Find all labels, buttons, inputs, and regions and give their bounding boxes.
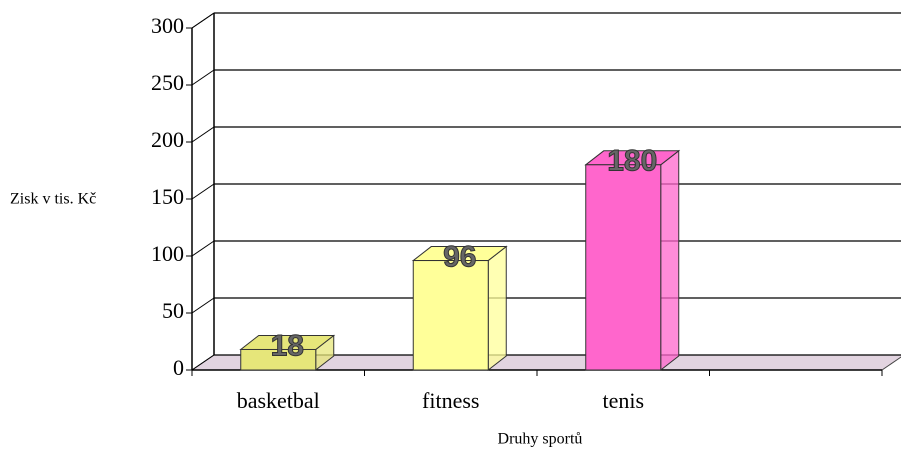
data-label: 18 bbox=[271, 329, 304, 362]
y-tick-label: 200 bbox=[151, 127, 184, 152]
y-tick-label: 50 bbox=[162, 298, 184, 323]
y-tick-label: 250 bbox=[151, 70, 184, 95]
x-tick-label: fitness bbox=[422, 388, 479, 413]
bar bbox=[412, 260, 489, 371]
x-tick-label: tenis bbox=[602, 388, 644, 413]
bar-side bbox=[660, 149, 680, 372]
y-tick-label: 300 bbox=[151, 13, 184, 38]
y-tick-label: 150 bbox=[151, 184, 184, 209]
bar-side bbox=[487, 245, 507, 372]
data-label: 180 bbox=[607, 145, 657, 178]
bar bbox=[585, 164, 662, 371]
grid-line bbox=[191, 126, 215, 143]
x-tick-label: basketbal bbox=[237, 388, 320, 413]
grid-line bbox=[191, 354, 215, 371]
data-label: 96 bbox=[443, 240, 476, 273]
grid-line bbox=[191, 12, 215, 29]
grid-line bbox=[191, 183, 215, 200]
grid-line bbox=[191, 297, 215, 314]
y-tick-label: 100 bbox=[151, 241, 184, 266]
bar bbox=[240, 348, 317, 371]
grid-line bbox=[191, 69, 215, 86]
grid-line bbox=[191, 240, 215, 257]
y-axis-label: Zisk v tis. Kč bbox=[10, 191, 96, 208]
x-axis-label: Druhy sportů bbox=[498, 431, 583, 448]
y-tick-label: 0 bbox=[173, 355, 184, 380]
